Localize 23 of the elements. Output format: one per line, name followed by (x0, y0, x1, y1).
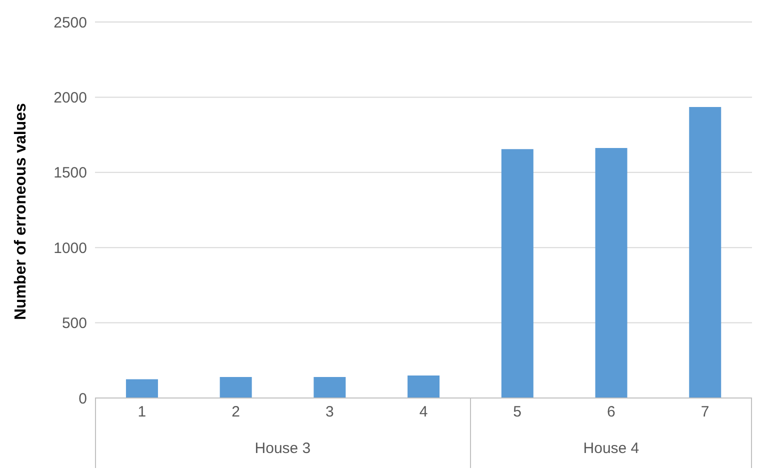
bar (126, 379, 158, 398)
bar (595, 148, 628, 398)
y-axis-title: Number of erroneous values (12, 102, 30, 320)
bar (689, 106, 722, 398)
text: House 3 (254, 440, 312, 457)
bar (501, 149, 534, 398)
x-tick-label: 3 (325, 404, 334, 421)
x-tick-label: 7 (700, 404, 710, 421)
y-tick-label: 1500 (54, 164, 87, 182)
y-tick-label: 2000 (54, 90, 87, 107)
x-tick-label: 1 (138, 404, 146, 421)
y-tick-label: 0 (78, 390, 87, 408)
y-tick-label: 1000 (54, 240, 87, 257)
bar (314, 376, 346, 398)
y-tick-label: 500 (62, 315, 87, 332)
x-tick-label: 4 (419, 404, 428, 421)
x-tick-label: 6 (607, 404, 616, 421)
x-tick-label: 5 (513, 404, 522, 421)
y-tick-label: 2500 (54, 14, 87, 32)
text: House 4 (582, 440, 640, 457)
x-tick-label: 2 (232, 404, 240, 421)
bar (408, 375, 440, 398)
bar (220, 376, 252, 398)
